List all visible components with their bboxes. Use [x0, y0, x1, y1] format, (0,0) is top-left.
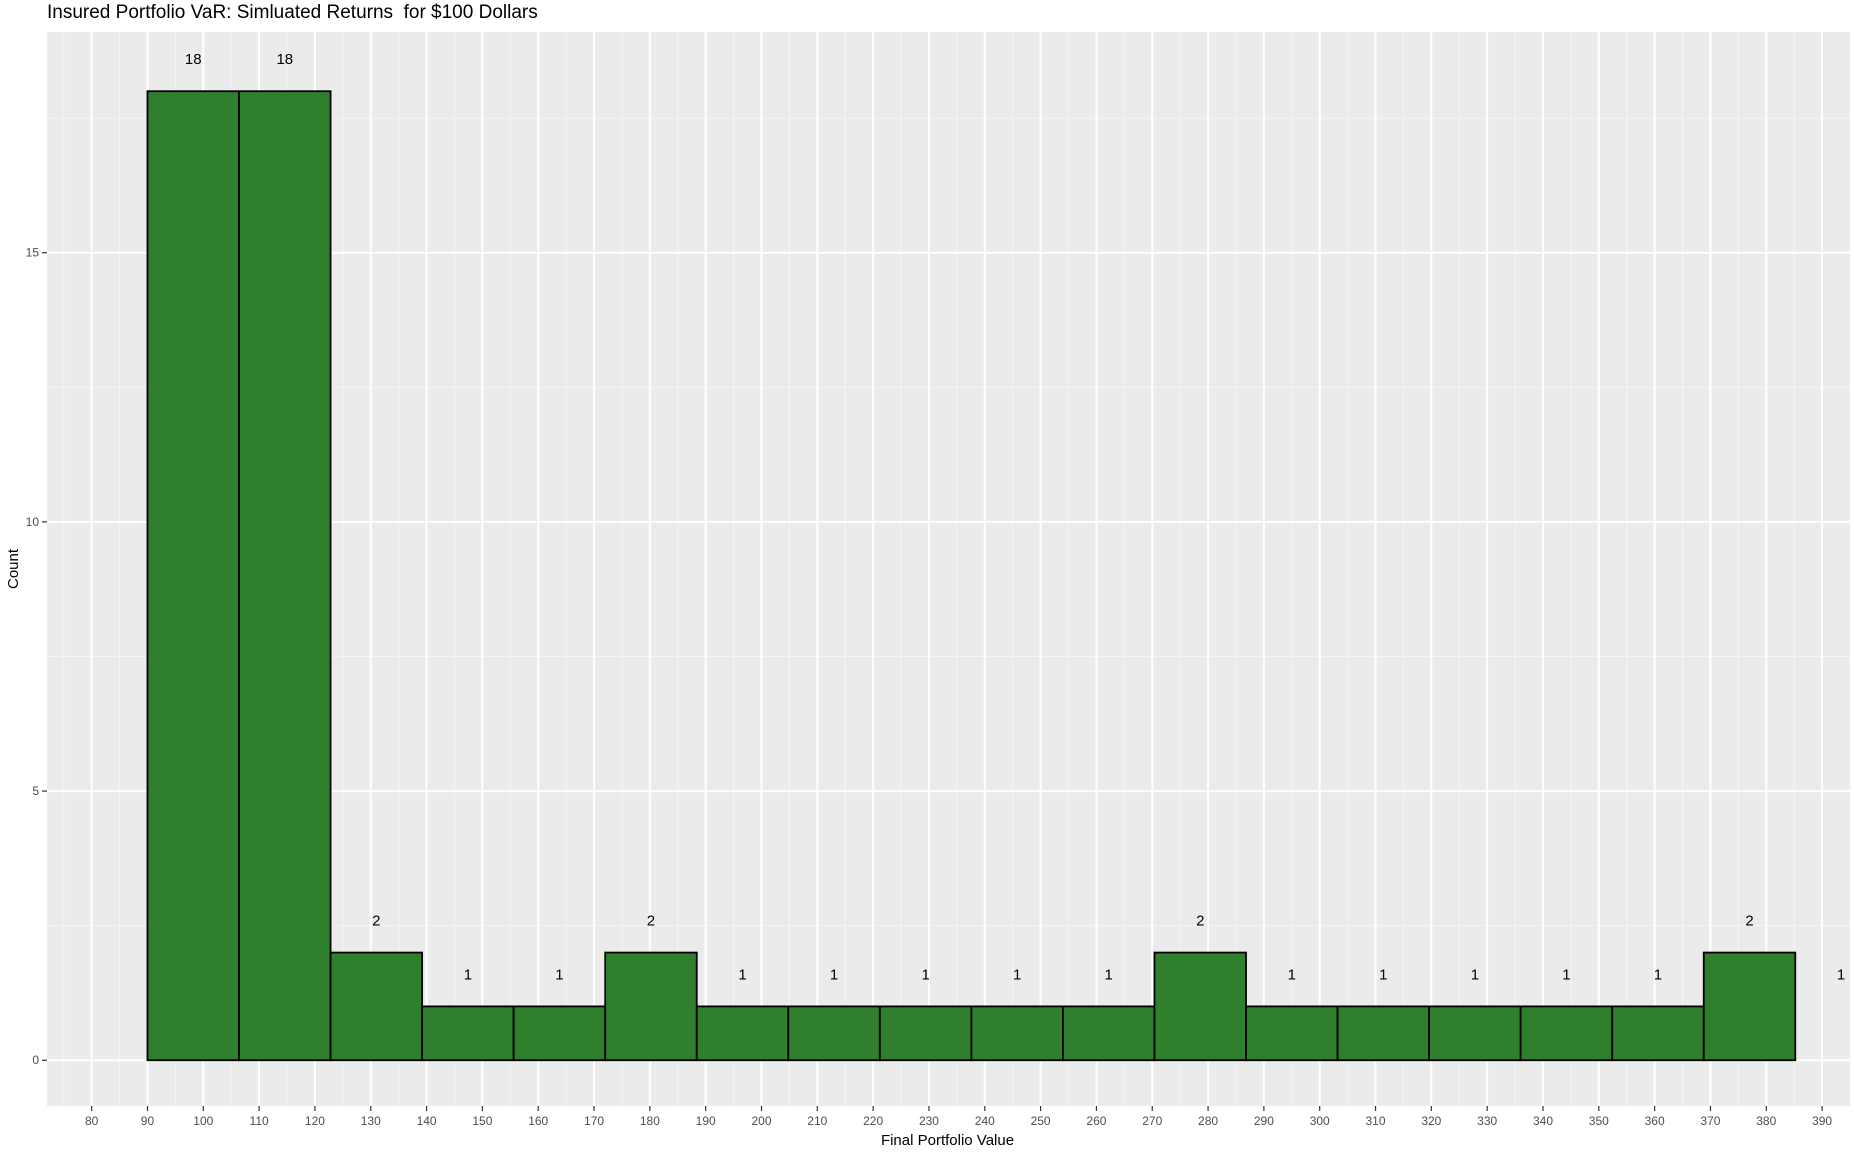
x-tick-label: 110 [250, 1114, 269, 1128]
x-tick-label: 200 [751, 1114, 771, 1128]
x-tick-label: 190 [696, 1114, 716, 1128]
x-tick-label: 390 [1812, 1114, 1832, 1128]
histogram-bar [329, 951, 424, 1062]
x-tick-label: 320 [1421, 1114, 1441, 1128]
bar-count-label: 1 [1288, 966, 1296, 983]
x-tick-label: 90 [141, 1114, 155, 1128]
bar-count-label: 1 [1837, 966, 1845, 983]
y-tick-label: 10 [26, 515, 40, 529]
x-axis-title: Final Portfolio Value [881, 1132, 1014, 1149]
x-tick-label: 170 [584, 1114, 604, 1128]
bar-count-label: 2 [372, 913, 380, 930]
x-tick-label: 310 [1366, 1114, 1386, 1128]
x-tick-label: 150 [472, 1114, 492, 1128]
bar-count-label: 1 [830, 966, 838, 983]
histogram-bar [878, 1005, 973, 1062]
minor-gridlines [47, 32, 1851, 1106]
x-tick-label: 380 [1756, 1114, 1776, 1128]
histogram-bar [1428, 1005, 1522, 1062]
x-tick-label: 100 [193, 1114, 213, 1128]
bar-count-label: 1 [1562, 966, 1570, 983]
x-tick-label: 370 [1700, 1114, 1720, 1128]
bar-count-label: 1 [1105, 966, 1113, 983]
histogram-bar [1153, 951, 1247, 1062]
bar-count-label: 18 [276, 51, 293, 68]
bar-count-label: 1 [1471, 966, 1479, 983]
bar-count-label: 1 [1013, 966, 1021, 983]
bar-count-label: 2 [1196, 913, 1204, 930]
x-tick-label: 230 [919, 1114, 939, 1128]
histogram-bar [1519, 1005, 1614, 1062]
plot-panel [47, 32, 1850, 1106]
x-tick-label: 360 [1645, 1114, 1665, 1128]
x-tick-label: 280 [1198, 1114, 1218, 1128]
histogram-bar [1611, 1005, 1705, 1062]
histogram-bar [695, 1005, 790, 1062]
x-tick-label: 250 [1031, 1114, 1051, 1128]
histogram-bar [1336, 1005, 1431, 1062]
x-tick-label: 300 [1310, 1114, 1330, 1128]
bar-count-label: 1 [464, 966, 472, 983]
x-tick-label: 290 [1254, 1114, 1274, 1128]
major-gridlines [47, 32, 1850, 1106]
y-axis-title: Count [5, 548, 22, 589]
histogram-bars [146, 90, 1797, 1062]
bar-count-label: 18 [185, 51, 202, 68]
x-tick-label: 330 [1477, 1114, 1497, 1128]
x-tick-label: 260 [1086, 1114, 1106, 1128]
histogram-bar [512, 1005, 607, 1062]
histogram-bar [1062, 1005, 1156, 1062]
histogram-bar [421, 1005, 515, 1062]
x-tick-label: 140 [417, 1114, 437, 1128]
x-tick-label: 180 [640, 1114, 660, 1128]
bar-count-label: 2 [1745, 913, 1753, 930]
y-tick-label: 15 [26, 246, 40, 260]
bar-count-label: 1 [555, 966, 563, 983]
bar-count-label: 1 [921, 966, 929, 983]
histogram-bar [787, 1005, 881, 1062]
histogram-bar [146, 90, 240, 1062]
histogram-bar [970, 1005, 1064, 1062]
y-tick-label: 5 [32, 784, 39, 798]
histogram-bar [604, 951, 698, 1062]
bar-count-label: 1 [1379, 966, 1387, 983]
x-tick-label: 160 [528, 1114, 548, 1128]
x-tick-label: 120 [305, 1114, 325, 1128]
bar-count-label: 1 [1654, 966, 1662, 983]
x-tick-label: 240 [975, 1114, 995, 1128]
bar-count-label: 2 [647, 913, 655, 930]
x-tick-label: 340 [1533, 1114, 1553, 1128]
chart-title: Insured Portfolio VaR: Simluated Returns… [47, 2, 538, 23]
y-tick-label: 0 [32, 1053, 39, 1067]
x-tick-label: 80 [85, 1114, 99, 1128]
histogram-bar [238, 90, 332, 1062]
x-tick-label: 350 [1589, 1114, 1609, 1128]
histogram-bar [1702, 951, 1797, 1062]
x-axis: 80 90 100 110 120 130 140 150 160 170 180 190 200 210… [85, 1106, 1832, 1128]
x-tick-label: 210 [807, 1114, 827, 1128]
x-tick-label: 130 [361, 1114, 381, 1128]
bar-count-label: 1 [738, 966, 746, 983]
y-axis: 0 5 10 15 [26, 246, 47, 1067]
bar-count-labels: 18 18 2 1 1 2 1 1 1 1 1 2 1 1 1 1 1 2 1 [185, 51, 1845, 983]
x-tick-label: 220 [863, 1114, 883, 1128]
x-tick-label: 270 [1142, 1114, 1162, 1128]
histogram-bar [1245, 1005, 1339, 1062]
